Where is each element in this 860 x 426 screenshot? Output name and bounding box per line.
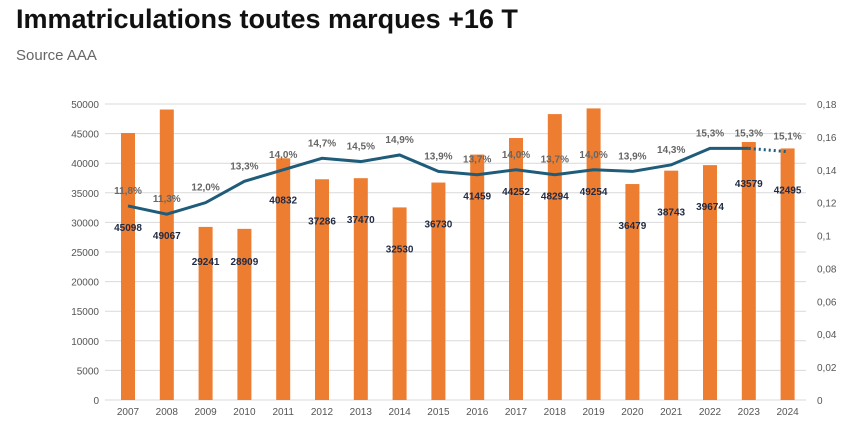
bar	[159, 109, 174, 400]
y-tick-label: 40000	[71, 159, 99, 170]
x-tick-label: 2018	[544, 407, 567, 418]
bar	[509, 138, 523, 401]
x-tick-label: 2017	[505, 407, 528, 418]
bar-data-label: 44252	[502, 187, 530, 198]
line-data-label: 13,7%	[541, 155, 569, 166]
y2-tick-label: 0,14	[817, 166, 837, 177]
chart-subtitle: Source AAA	[16, 47, 97, 64]
y2-tick-label: 0	[817, 396, 823, 407]
bar	[664, 170, 679, 400]
bar-data-label: 49254	[580, 187, 608, 198]
line-data-label: 13,3%	[230, 161, 258, 172]
y-tick-label: 15000	[71, 307, 99, 318]
y-tick-label: 30000	[71, 218, 99, 229]
line-data-label: 14,3%	[657, 145, 685, 156]
line-data-label: 14,0%	[579, 150, 607, 161]
line-data-label: 14,7%	[308, 138, 336, 149]
x-tick-label: 2008	[156, 407, 179, 418]
line-series-dotted	[748, 146, 788, 154]
bar	[276, 158, 291, 400]
bar	[431, 182, 446, 400]
line-data-label: 14,5%	[347, 142, 375, 153]
x-tick-label: 2023	[738, 407, 761, 418]
bar-data-label: 37286	[308, 216, 336, 227]
y-tick-label: 35000	[71, 189, 99, 200]
line-data-label: 15,1%	[773, 132, 801, 143]
y2-tick-label: 0,1	[817, 232, 831, 243]
bar	[586, 108, 601, 400]
bar	[315, 179, 329, 400]
bar-data-label: 42495	[774, 185, 802, 196]
x-tick-label: 2016	[466, 407, 489, 418]
x-tick-label: 2009	[194, 407, 217, 418]
bar-data-label: 29241	[192, 257, 220, 268]
bar-data-label: 45098	[114, 223, 142, 234]
chart-title: Immatriculations toutes marques +16 T	[16, 4, 518, 34]
x-tick-label: 2011	[272, 407, 294, 418]
x-tick-label: 2019	[582, 407, 605, 418]
bar-data-label: 38743	[657, 208, 685, 219]
bar-data-label: 36730	[424, 220, 452, 231]
x-tick-label: 2021	[660, 407, 683, 418]
line-data-label: 12,0%	[191, 183, 219, 194]
y-tick-label: 20000	[71, 278, 99, 289]
x-tick-label: 2010	[233, 407, 256, 418]
y-tick-label: 45000	[71, 130, 99, 141]
y2-tick-label: 0,04	[817, 330, 837, 341]
x-tick-label: 2015	[427, 407, 450, 418]
y2-tick-label: 0,08	[817, 264, 837, 275]
bar	[703, 165, 717, 400]
line-data-label: 13,9%	[424, 151, 452, 162]
x-tick-label: 2007	[117, 407, 140, 418]
bar	[741, 142, 756, 400]
bar-data-label: 40832	[269, 195, 297, 206]
bar	[198, 226, 213, 400]
line-data-label: 14,9%	[385, 135, 413, 146]
x-tick-label: 2014	[388, 407, 411, 418]
bar	[780, 148, 795, 400]
x-tick-label: 2012	[311, 407, 334, 418]
bar	[353, 178, 368, 400]
y-tick-label: 50000	[71, 100, 99, 111]
y2-tick-label: 0,16	[817, 133, 837, 144]
x-tick-label: 2013	[350, 407, 373, 418]
line-series	[127, 146, 749, 216]
bar	[470, 154, 485, 400]
bar-data-label: 43579	[735, 179, 763, 190]
y-tick-label: 25000	[71, 248, 99, 259]
x-tick-label: 2022	[699, 407, 722, 418]
bar	[121, 133, 135, 400]
bar	[237, 228, 252, 400]
y-tick-label: 0	[93, 396, 99, 407]
line-data-label: 15,3%	[735, 128, 763, 139]
bar-data-label: 28909	[230, 257, 258, 268]
bar-data-label: 36479	[618, 221, 646, 232]
line-data-label: 14,0%	[502, 150, 530, 161]
line-data-label: 15,3%	[696, 128, 724, 139]
bar-data-label: 49067	[153, 231, 181, 242]
line-data-label: 11,3%	[153, 194, 181, 205]
x-tick-label: 2020	[621, 407, 644, 418]
bar-data-label: 41459	[463, 192, 491, 203]
y2-tick-label: 0,12	[817, 199, 837, 210]
y-tick-label: 10000	[71, 337, 99, 348]
line-data-label: 13,9%	[618, 151, 646, 162]
y-tick-label: 5000	[77, 366, 100, 377]
line-data-label: 14,0%	[269, 150, 297, 161]
bar	[625, 184, 640, 400]
bar-data-label: 32530	[386, 244, 414, 255]
x-tick-label: 2024	[776, 407, 799, 418]
bar-data-label: 37470	[347, 215, 375, 226]
bar-data-label: 39674	[696, 202, 724, 213]
bar	[547, 114, 562, 400]
bar	[392, 207, 407, 400]
y2-tick-label: 0,02	[817, 363, 837, 374]
y2-tick-label: 0,06	[817, 297, 837, 308]
line-data-label: 11,8%	[114, 186, 142, 197]
bar-data-label: 48294	[541, 192, 569, 203]
line-data-label: 13,7%	[463, 155, 491, 166]
y2-tick-label: 0,18	[817, 100, 837, 111]
